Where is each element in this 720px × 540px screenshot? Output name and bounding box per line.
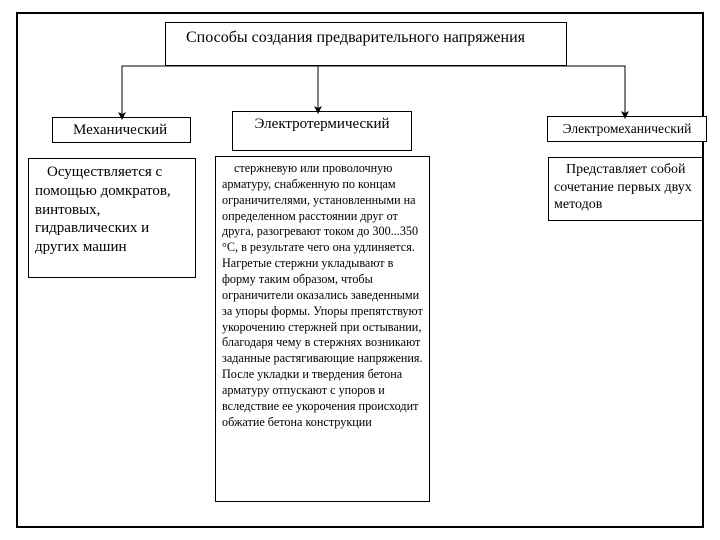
branch-desc-mechanical: Осуществляется с помощью домкратов, винт…: [28, 158, 196, 278]
branch-label-text: Механический: [73, 122, 167, 138]
branch-label-electromechanical: Электромеханический: [547, 116, 707, 142]
branch-label-mechanical: Механический: [52, 117, 191, 143]
title-box: Способы создания предварительного напряж…: [165, 22, 567, 66]
branch-label-text: Электротермический: [254, 116, 389, 132]
branch-desc-text: Осуществляется с помощью домкратов, винт…: [35, 164, 171, 255]
branch-label-text: Электромеханический: [563, 121, 692, 136]
branch-desc-electromechanical: Представляет собой сочетание первых двух…: [548, 157, 703, 221]
branch-label-electrothermal: Электротермический: [232, 111, 412, 151]
branch-desc-text: Представляет собой сочетание первых двух…: [554, 162, 692, 212]
title-text: Способы создания предварительного напряж…: [186, 29, 525, 46]
branch-desc-electrothermal: стержневую или проволочную арматуру, сна…: [215, 156, 430, 502]
branch-desc-text: стержневую или проволочную арматуру, сна…: [222, 161, 423, 429]
